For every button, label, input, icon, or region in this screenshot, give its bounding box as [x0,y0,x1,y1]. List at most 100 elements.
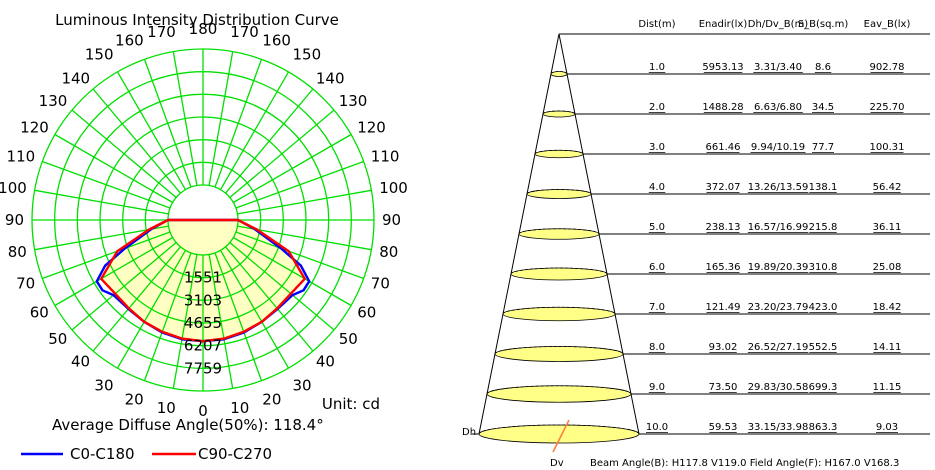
angle-label: 40 [71,353,90,371]
table-header: Dh/Dv_B(m) [748,19,809,30]
table-cell: 423.0 [809,302,838,313]
table-header: Eav_B(lx) [864,19,911,30]
polar-spoke [229,109,335,198]
legend-c90-label: C90-C270 [198,445,272,463]
radial-tick-label: 7759 [184,359,222,377]
angle-label: 160 [262,32,291,50]
table-cell: 902.78 [870,62,905,73]
polar-spoke [172,51,198,186]
unit-label: Unit: cd [322,395,380,413]
table-cell: 3.31/3.40 [754,62,802,73]
dv-label: Dv [550,458,564,469]
table-cell: 6.63/6.80 [754,102,802,113]
table-cell: 16.57/16.99 [748,222,809,233]
table-cell: 1488.28 [702,102,743,113]
beam-spot-back-edge [486,385,632,395]
table-cell: 29.83/30.58 [748,382,809,393]
angle-label: 130 [339,92,368,110]
table-cell: 552.5 [809,342,838,353]
angle-label: 100 [0,179,27,197]
polar-spoke [214,252,263,381]
polar-spoke [208,254,234,389]
angle-label: 20 [262,391,281,409]
table-cell: 215.8 [809,222,838,233]
table-cell: 3.0 [649,142,665,153]
angle-label: 20 [125,391,144,409]
table-header: S_B(sq.m) [798,19,849,30]
polar-spoke [235,160,364,209]
polar-spoke [143,252,192,381]
table-header: Dist(m) [638,19,675,30]
table-cell: 2.0 [649,102,665,113]
table-cell: 1.0 [649,62,665,73]
table-cell: 13.26/13.59 [748,182,809,193]
angle-label: 10 [157,399,176,417]
angle-label: 40 [316,353,335,371]
beam-spot-back-edge [526,189,592,195]
table-cell: 100.31 [870,142,905,153]
table-cell: 661.46 [706,142,741,153]
polar-spoke [92,246,181,352]
table-cell: 699.3 [809,382,838,393]
table-cell: 4.0 [649,182,665,193]
angle-label: 30 [94,376,113,394]
polar-spoke [237,225,372,251]
angle-label: 60 [30,304,49,322]
angle-label: 60 [357,304,376,322]
table-header: Enadir(lx) [699,19,748,30]
beam-spot-back-edge [494,346,624,355]
angle-label: 70 [371,274,390,292]
angle-label: 80 [8,243,27,261]
angle-label: 10 [230,399,249,417]
beam-spot-back-edge [502,306,616,315]
angle-label: 110 [7,148,36,166]
table-cell: 56.42 [873,182,902,193]
polar-spoke [34,189,169,215]
angle-label: 170 [230,23,259,41]
polar-spoke [229,242,335,331]
polar-spoke [208,51,234,186]
beam-spot-back-edge [510,267,608,275]
table-cell: 59.53 [709,422,738,433]
table-cell: 18.42 [873,302,902,313]
table-cell: 372.07 [706,182,741,193]
polar-spoke [237,189,372,215]
table-cell: 25.08 [873,262,902,273]
radial-tick-label: 6207 [184,337,222,355]
table-cell: 8.0 [649,342,665,353]
beam-spot-back-edge [542,110,576,115]
radial-tick-label: 3103 [184,291,222,309]
table-cell: 8.6 [815,62,831,73]
polar-spoke [42,231,171,280]
polar-spoke [143,59,192,188]
table-cell: 23.20/23.79 [748,302,809,313]
table-cell: 165.36 [706,262,741,273]
angle-label: 80 [379,243,398,261]
table-cell: 19.89/20.39 [748,262,809,273]
polar-spoke [225,88,314,194]
series-c90-c270-curve [100,218,306,343]
polar-spoke [219,71,290,191]
table-cell: 26.52/27.19 [748,342,809,353]
polar-spoke [54,133,174,204]
table-cell: 34.5 [812,102,834,113]
polar-spoke [172,254,198,389]
angle-label: 170 [147,23,176,41]
polar-spoke [225,246,314,352]
table-cell: 238.13 [706,222,741,233]
angle-label: 0 [198,402,208,420]
angle-label: 90 [5,211,24,229]
beam-spot-back-edge [518,228,600,235]
table-cell: 14.11 [873,342,902,353]
angle-label: 120 [20,119,49,137]
polar-spoke [92,88,181,194]
table-cell: 9.03 [876,422,898,433]
table-cell: 11.15 [873,382,902,393]
polar-spoke [214,59,263,188]
beam-spot-back-edge [550,71,568,75]
polar-spoke [232,236,352,307]
angle-label: 70 [16,274,35,292]
angle-label: 140 [61,69,90,87]
table-cell: 9.0 [649,382,665,393]
